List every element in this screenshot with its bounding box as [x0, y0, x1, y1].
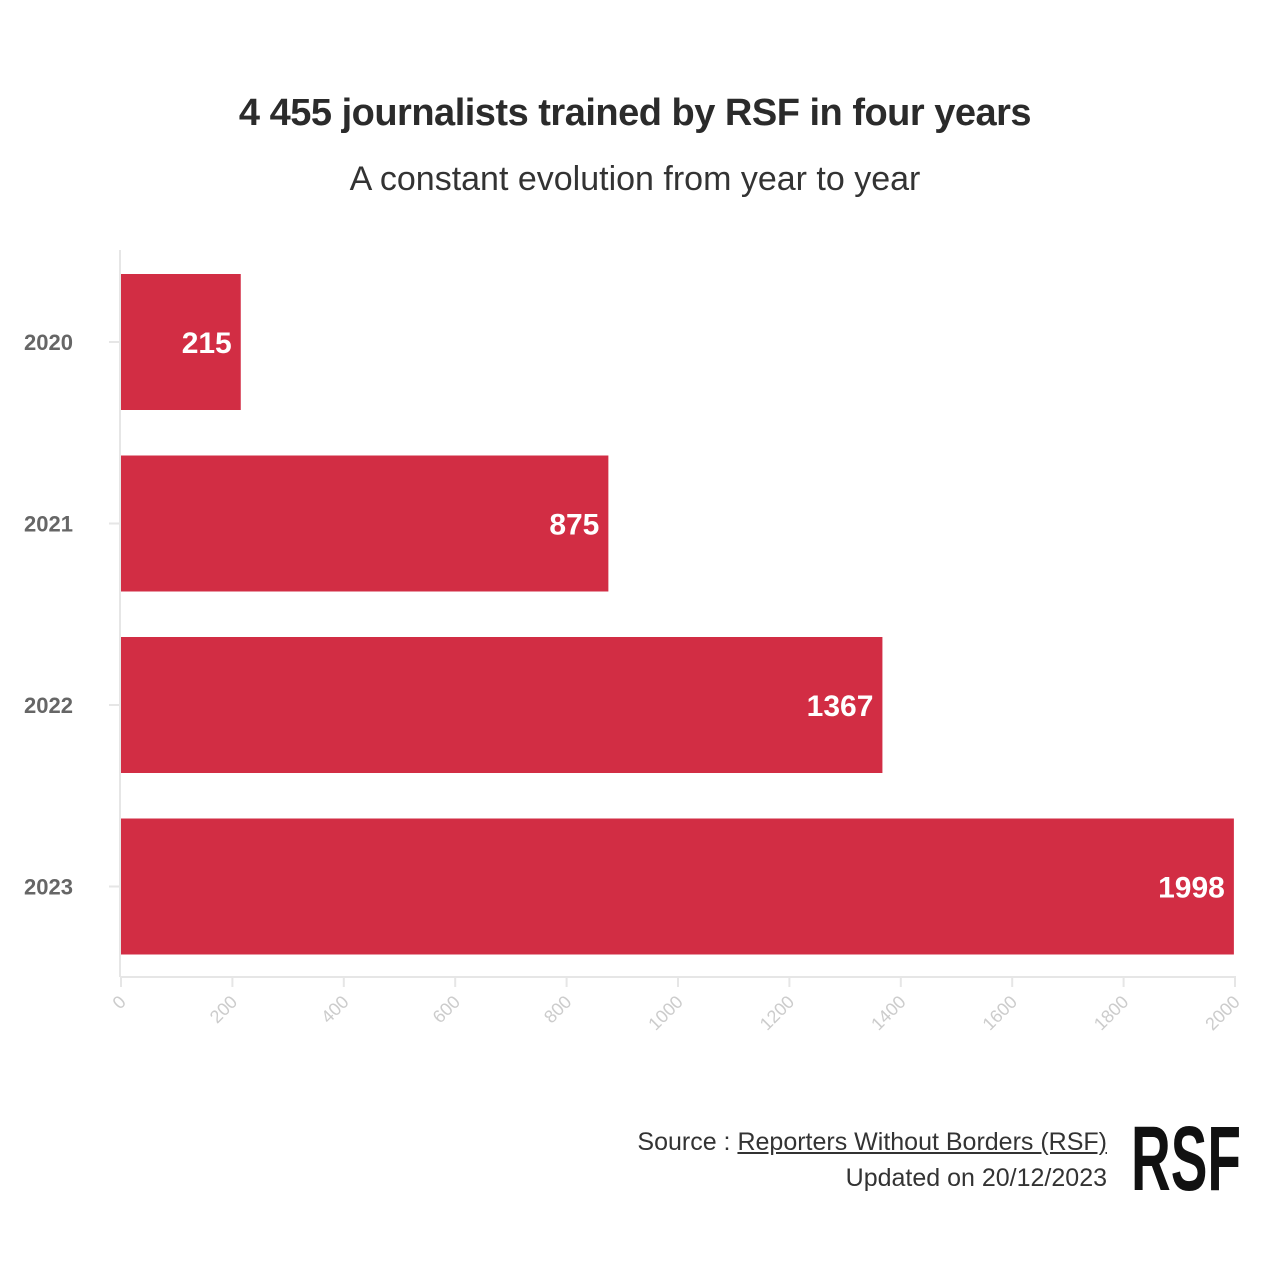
data-label-2021: 875: [549, 509, 599, 542]
updated-date: Updated on 20/12/2023: [845, 1164, 1107, 1192]
x-tick-label-400: 400: [317, 992, 352, 1027]
category-label-2023: 2023: [24, 875, 73, 900]
x-tick-label-0: 0: [109, 992, 130, 1013]
x-tick-label-200: 200: [206, 992, 241, 1027]
x-tick-label-1800: 1800: [1090, 992, 1132, 1034]
category-label-2021: 2021: [24, 512, 73, 537]
category-label-2022: 2022: [24, 693, 73, 718]
chart-footer: Source : Reporters Without Borders (RSF)…: [637, 1124, 1107, 1196]
data-label-2023: 1998: [1158, 872, 1225, 905]
bar-2023: [121, 818, 1234, 955]
source-line: Source : Reporters Without Borders (RSF): [637, 1124, 1107, 1160]
x-tick-label-800: 800: [540, 992, 575, 1027]
source-prefix: Source :: [637, 1128, 738, 1156]
x-tick-label-1600: 1600: [979, 992, 1021, 1034]
chart-subtitle: A constant evolution from year to year: [349, 160, 921, 198]
x-tick-label-2000: 2000: [1201, 992, 1243, 1034]
data-label-2022: 1367: [807, 690, 874, 723]
rsf-logo: RSF: [1131, 1110, 1241, 1194]
bar-2020: [121, 274, 241, 410]
bar-2021: [121, 455, 609, 592]
source-link[interactable]: Reporters Without Borders (RSF): [737, 1128, 1107, 1156]
category-label-2020: 2020: [24, 330, 73, 355]
chart-title: 4 455 journalists trained by RSF in four…: [238, 92, 1032, 134]
x-tick-label-600: 600: [429, 992, 464, 1027]
x-tick-label-1200: 1200: [756, 992, 798, 1034]
x-tick-label-1400: 1400: [867, 992, 909, 1034]
bar-2022: [121, 637, 883, 773]
rsf-logo-text: RSF: [1131, 1110, 1241, 1194]
x-tick-label-1000: 1000: [644, 992, 686, 1034]
data-label-2020: 215: [182, 327, 232, 360]
bar-chart: 2020 215 2021 875 2022 1367 2023 1998 0 200 400 600…: [24, 250, 1244, 1034]
